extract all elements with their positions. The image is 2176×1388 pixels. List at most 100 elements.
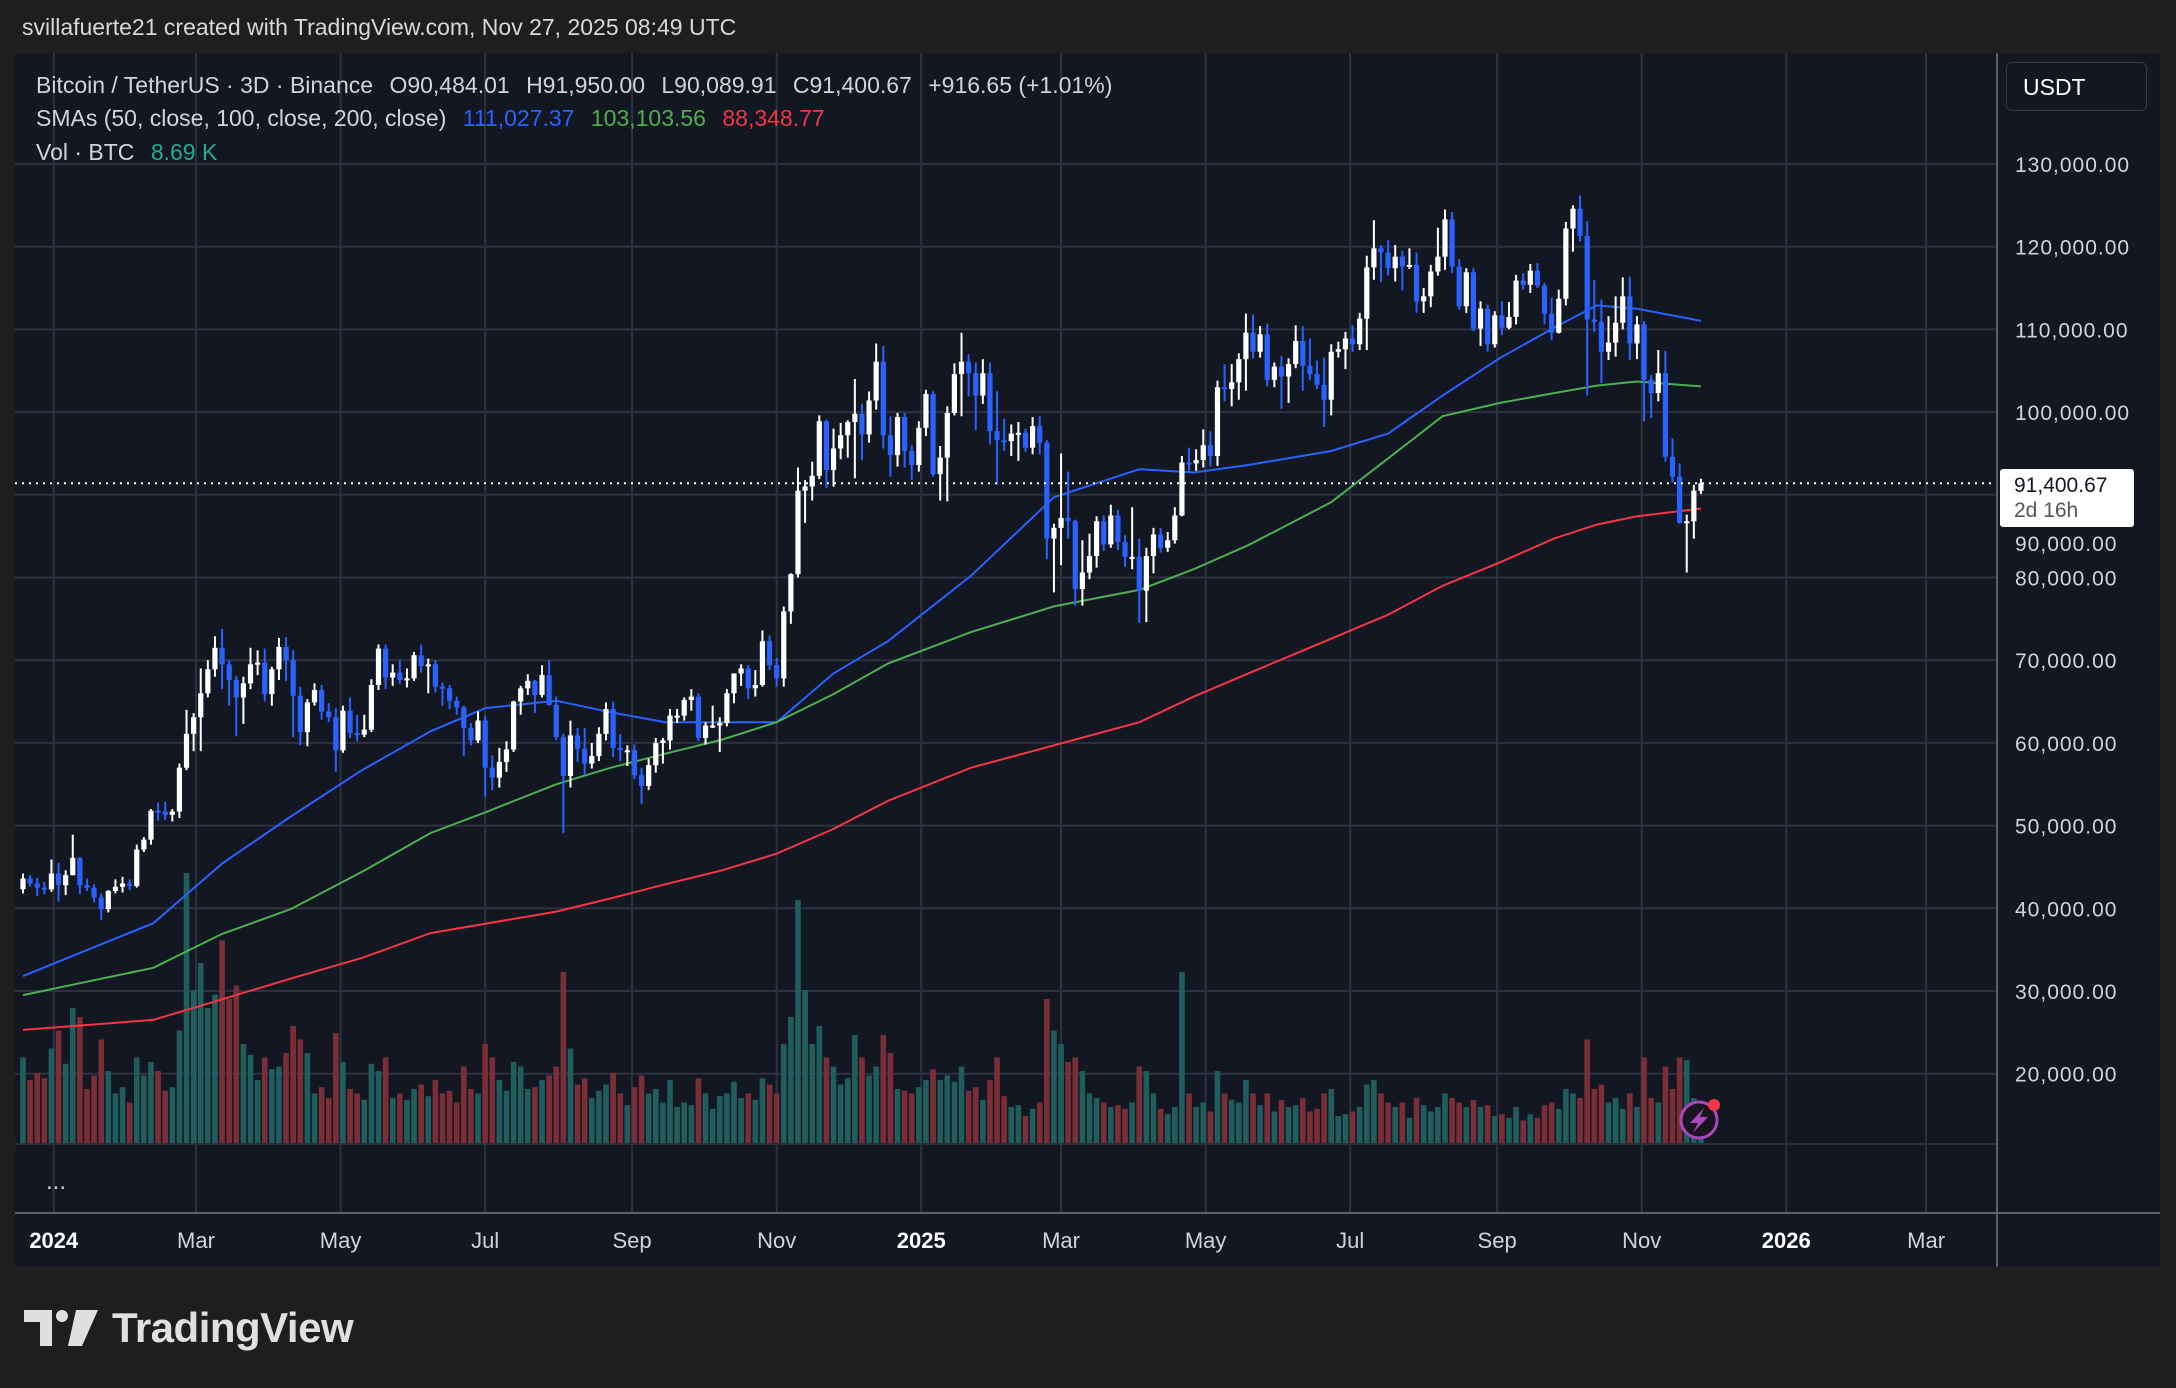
candle-body xyxy=(70,857,76,876)
volume-bar xyxy=(688,1105,695,1143)
volume-bar xyxy=(212,994,218,1143)
candle-body xyxy=(1392,256,1398,269)
price-axis[interactable]: 130,000.00 120,000.00 110,000.00 100,000.00… xyxy=(2015,154,2130,1087)
candle xyxy=(119,876,126,893)
candle xyxy=(1371,220,1377,280)
candle xyxy=(1520,273,1526,290)
candle-body xyxy=(1549,313,1555,333)
candle xyxy=(717,717,723,752)
volume-bar xyxy=(418,1084,424,1143)
candle-body xyxy=(1527,270,1533,285)
volume-bar xyxy=(752,1099,759,1143)
candle-body xyxy=(326,711,332,718)
candle xyxy=(674,708,680,724)
candle-body xyxy=(894,417,901,456)
candle-body xyxy=(518,688,524,702)
candle xyxy=(1250,314,1256,359)
candle xyxy=(418,644,424,673)
volume-bar xyxy=(1420,1105,1427,1143)
candle xyxy=(1278,355,1285,409)
candle xyxy=(560,733,566,834)
candle-body xyxy=(134,849,140,886)
candle-body xyxy=(1399,256,1405,267)
volume-bar xyxy=(652,1089,659,1143)
candle-body xyxy=(1065,517,1071,522)
candle-body xyxy=(1150,534,1157,556)
volume-bar xyxy=(724,1093,730,1143)
candle-body xyxy=(653,742,659,766)
candle-body xyxy=(1385,252,1391,269)
symbol-title[interactable]: Bitcoin / TetherUS · 3D · Binance xyxy=(36,72,374,98)
time-tick-label: May xyxy=(1185,1228,1227,1253)
candle-body xyxy=(169,811,175,815)
volume-bar xyxy=(446,1090,453,1143)
sma-100-line xyxy=(22,380,1702,997)
candle-body xyxy=(219,647,225,665)
candle-body xyxy=(1015,432,1021,435)
candle-body xyxy=(91,887,97,898)
candle-body xyxy=(1243,332,1249,360)
candle-body xyxy=(1030,426,1036,448)
candle xyxy=(1577,195,1583,242)
volume-label[interactable]: Vol · BTC xyxy=(36,139,135,165)
candle xyxy=(283,637,289,681)
candle-body xyxy=(510,701,517,750)
candle xyxy=(1172,507,1178,544)
candle xyxy=(752,670,758,697)
lightning-icon[interactable] xyxy=(1679,1099,1720,1140)
volume-bar xyxy=(1065,1062,1071,1143)
candle-body xyxy=(1293,340,1299,365)
candle-body xyxy=(610,708,616,748)
volume-bar xyxy=(532,1087,538,1143)
currency-button[interactable]: USDT xyxy=(2006,62,2147,111)
volume-bar xyxy=(411,1089,417,1143)
pane-menu-button[interactable]: ... xyxy=(46,1168,67,1195)
candle-body xyxy=(845,422,851,436)
volume-bar xyxy=(197,963,204,1143)
candle-body xyxy=(432,664,438,687)
candle-body xyxy=(546,675,552,705)
candle-body xyxy=(1669,456,1676,477)
candle-body xyxy=(873,361,879,401)
candle xyxy=(219,628,225,690)
candle xyxy=(141,837,147,853)
candle-body xyxy=(1278,366,1285,377)
volume-bar xyxy=(1676,1057,1683,1143)
candle-body xyxy=(688,696,694,700)
volume-bar xyxy=(553,1066,560,1143)
volume-bar xyxy=(1605,1102,1612,1143)
candle xyxy=(1022,428,1029,452)
candle-body xyxy=(1129,556,1135,559)
volume-bar xyxy=(226,999,232,1143)
candle xyxy=(532,680,538,714)
volume-bar xyxy=(610,1072,616,1143)
volume-bar xyxy=(759,1078,766,1143)
candle-body xyxy=(624,750,630,753)
candle xyxy=(781,606,787,687)
volume-bar xyxy=(1179,972,1185,1143)
volume-bar xyxy=(795,900,801,1143)
volume-bar xyxy=(937,1080,943,1143)
volume-bar xyxy=(1143,1071,1150,1143)
time-tick-label: Nov xyxy=(757,1228,796,1253)
time-axis[interactable]: 2024 Mar May Jul Sep Nov 2025 Mar May Jul Sep Nov 20… xyxy=(29,1228,1945,1253)
candle-body xyxy=(198,693,204,718)
volume-bar xyxy=(873,1066,879,1143)
candle xyxy=(1698,478,1704,495)
grid xyxy=(15,53,1997,1213)
candle-body xyxy=(596,733,602,757)
candle-body xyxy=(482,720,488,768)
candle xyxy=(1271,362,1277,388)
candle-body xyxy=(368,685,374,730)
candle xyxy=(162,801,168,820)
volume-bar xyxy=(951,1081,958,1143)
candle-body xyxy=(1591,319,1597,322)
candle-body xyxy=(674,715,680,718)
candle xyxy=(134,844,140,888)
candle xyxy=(1677,463,1683,524)
candle xyxy=(1314,360,1320,389)
candle xyxy=(646,758,652,791)
sma-label[interactable]: SMAs (50, close, 100, close, 200, close) xyxy=(36,105,447,131)
candle-body xyxy=(1200,445,1206,461)
